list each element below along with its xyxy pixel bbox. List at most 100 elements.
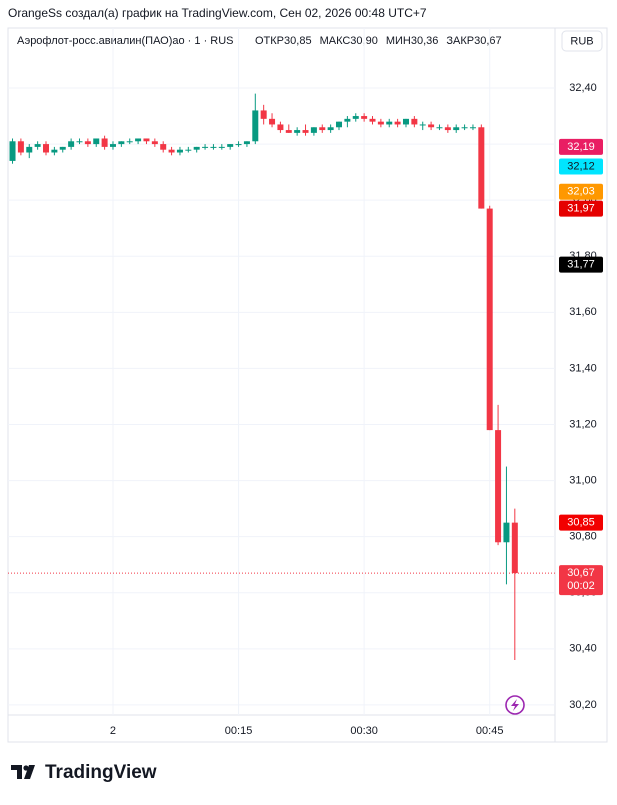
brand-logo xyxy=(11,765,35,779)
candle-body xyxy=(277,124,284,131)
legend-value: 30,85 xyxy=(284,35,312,47)
candle-body xyxy=(310,127,317,133)
price-badge-label: 30,67 xyxy=(567,567,595,579)
candle-body xyxy=(319,127,326,131)
candle-body xyxy=(118,141,125,145)
candle-body xyxy=(361,116,368,119)
candle-body xyxy=(68,141,75,147)
price-badge xyxy=(559,256,603,273)
legend-value: 30,36 xyxy=(411,35,439,47)
candle-body xyxy=(126,141,133,143)
candle-body xyxy=(143,138,150,142)
candle-body xyxy=(202,146,209,148)
candle-body xyxy=(302,130,309,133)
candle-body xyxy=(218,146,225,148)
price-badge-label: 32,12 xyxy=(567,160,595,172)
candle-body xyxy=(51,149,58,153)
y-tick-label: 30,20 xyxy=(569,699,597,711)
candle-body xyxy=(327,127,334,131)
candle-body xyxy=(26,146,33,153)
price-badge xyxy=(559,514,603,531)
candle-body xyxy=(444,127,451,131)
y-tick-label: 32,40 xyxy=(569,82,597,94)
candle-body xyxy=(210,146,217,148)
brand: TradingView xyxy=(45,762,157,783)
legend-label: ОТКР xyxy=(255,35,284,47)
candle-body xyxy=(344,118,351,122)
candle-body xyxy=(84,141,91,145)
y-tick-label: 31,60 xyxy=(569,306,597,318)
candle-body xyxy=(469,127,476,129)
legend-label: МИН xyxy=(386,35,411,47)
candle-body xyxy=(294,130,301,133)
x-tick-label: 00:45 xyxy=(476,725,504,737)
legend-value: 30,67 xyxy=(474,35,502,47)
candle-body xyxy=(336,121,343,128)
candle-body xyxy=(386,121,393,125)
candle-body xyxy=(235,144,242,146)
candle-body xyxy=(369,118,376,122)
candle-body xyxy=(453,127,460,131)
legend-label: ЗАКР xyxy=(446,35,474,47)
y-tick-label: 31,40 xyxy=(569,362,597,374)
candle-body xyxy=(260,110,267,119)
price-badge xyxy=(559,138,603,155)
candle-body xyxy=(478,127,485,209)
candle-body xyxy=(76,141,83,143)
candle-body xyxy=(377,121,384,125)
candle-body xyxy=(135,138,142,142)
y-tick-label: 30,40 xyxy=(569,643,597,655)
chart-title: OrangeSs создал(а) график на TradingView… xyxy=(8,6,427,20)
logo-dot xyxy=(23,765,29,771)
price-badge-label: 32,03 xyxy=(567,186,595,198)
candle-body xyxy=(34,144,41,147)
alert-bolt xyxy=(511,699,519,711)
y-tick-label: 31,20 xyxy=(569,418,597,430)
y-tick-label: 31,00 xyxy=(569,474,597,486)
y-tick-label: 30,80 xyxy=(569,531,597,543)
candle-body xyxy=(227,144,234,147)
candle-body xyxy=(160,144,167,150)
candle-body xyxy=(59,146,66,150)
candle-body xyxy=(436,127,443,129)
alert-icon[interactable] xyxy=(505,695,525,715)
candle-body xyxy=(101,138,108,147)
candle-body xyxy=(503,522,510,543)
currency-button[interactable] xyxy=(561,30,603,52)
candle-body xyxy=(461,127,468,129)
x-tick-label: 00:15 xyxy=(225,725,253,737)
symbol: Аэрофлот-росс.авиалин(ПАО)ао · 1 · RUS xyxy=(17,35,234,47)
candle-body xyxy=(109,144,116,147)
candle-body xyxy=(411,118,418,125)
price-badge xyxy=(559,565,603,596)
price-badge-label: 30,85 xyxy=(567,517,595,529)
ohlc-legend: ОТКР 30,85 МАКС 30,90 МИН 30,36 ЗАКР 30,67 xyxy=(255,35,502,47)
candle-body xyxy=(428,124,435,128)
candle-body xyxy=(402,118,409,125)
price-badge-countdown: 00:02 xyxy=(567,580,595,592)
candle-body xyxy=(168,149,175,153)
candle-body xyxy=(193,146,200,150)
candle-body xyxy=(285,130,292,133)
price-badge-label: 31,77 xyxy=(567,259,595,271)
candle-body xyxy=(511,522,518,574)
candle-body xyxy=(252,110,259,142)
candle-body xyxy=(269,118,276,125)
chart-frame xyxy=(7,27,608,743)
price-badge xyxy=(559,183,603,200)
candle-body xyxy=(17,141,24,153)
logo-mark xyxy=(11,765,35,779)
candle-body xyxy=(9,141,16,161)
candle-body xyxy=(419,124,426,126)
plot xyxy=(8,28,555,715)
candle-body xyxy=(151,141,158,145)
price-badge xyxy=(559,200,603,217)
x-tick-label: 2 xyxy=(110,725,116,737)
price-badge-label: 32,19 xyxy=(567,141,595,153)
candle-body xyxy=(185,149,192,151)
currency[interactable]: RUB xyxy=(570,35,593,47)
candle-body xyxy=(352,116,359,119)
candle-body xyxy=(394,121,401,125)
